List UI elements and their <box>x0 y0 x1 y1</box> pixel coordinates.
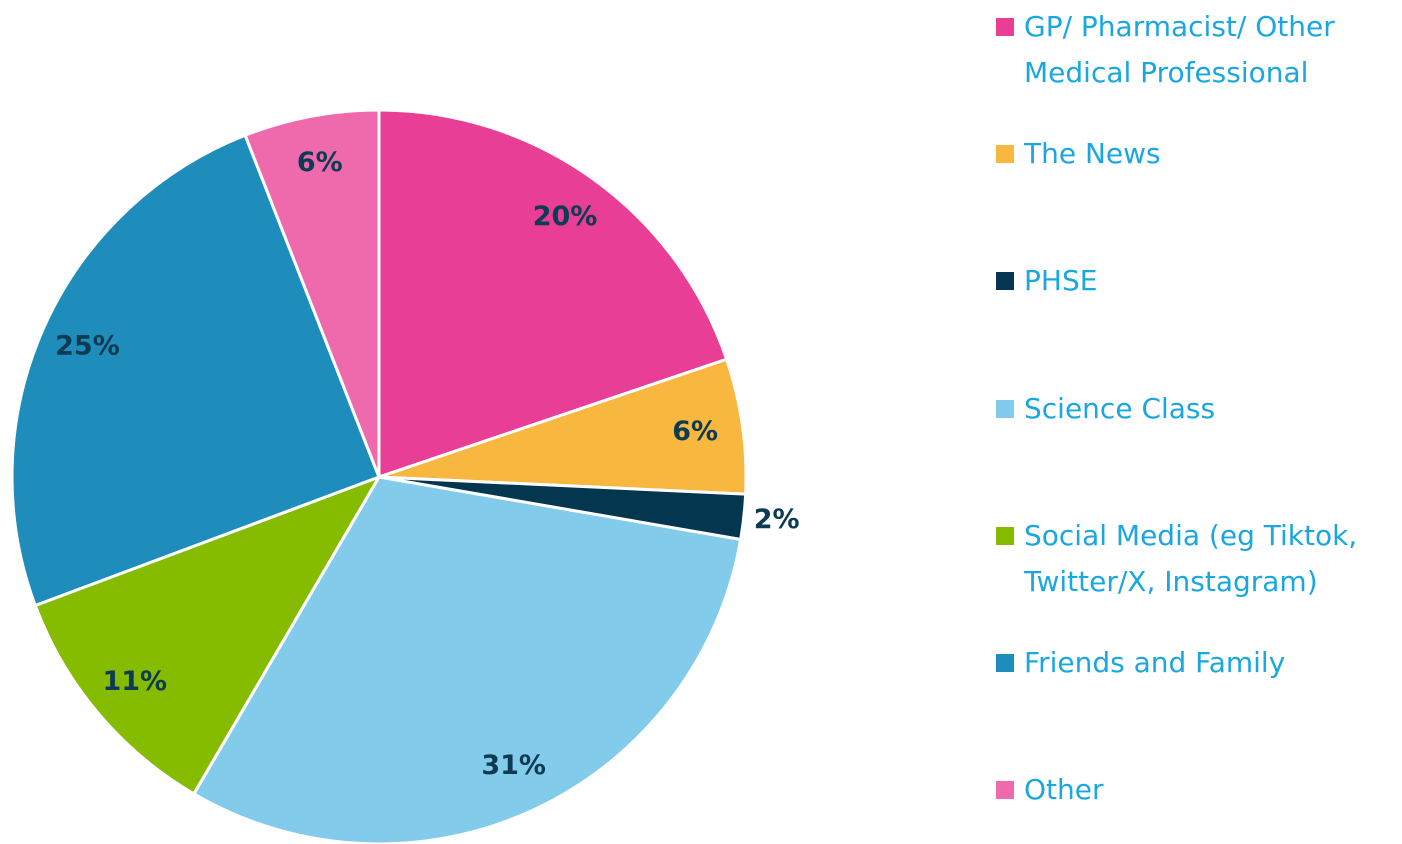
legend-item: Science Class <box>996 392 1396 432</box>
legend-swatch <box>996 18 1014 36</box>
value-label: 6% <box>297 147 343 178</box>
legend-label: GP/ Pharmacist/ Other Medical Profession… <box>1024 10 1335 89</box>
value-label: 6% <box>672 416 718 447</box>
legend-label: Other <box>1024 773 1104 807</box>
value-label: 2% <box>754 504 800 535</box>
legend-item: GP/ Pharmacist/ Other Medical Profession… <box>996 10 1396 96</box>
legend-item: PHSE <box>996 264 1396 304</box>
legend-label: Social Media (eg Tiktok, Twitter/X, Inst… <box>1024 518 1358 598</box>
pie-slice <box>191 475 743 844</box>
legend-item: Friends and Family <box>996 646 1396 686</box>
legend-label: PHSE <box>1024 264 1098 298</box>
legend-item: Social Media (eg Tiktok, Twitter/X, Inst… <box>996 519 1396 605</box>
legend-label: Friends and Family <box>1024 646 1286 679</box>
value-label: 11% <box>102 666 167 697</box>
value-label: 25% <box>55 330 120 361</box>
pie-slice <box>243 108 381 478</box>
legend-swatch <box>996 272 1014 291</box>
legend-label: The News <box>1024 137 1161 171</box>
legend-swatch <box>996 399 1014 418</box>
pie-slice <box>33 474 383 796</box>
pie-slice <box>10 133 381 608</box>
pie-slice <box>378 357 748 496</box>
legend-swatch <box>996 781 1014 800</box>
pie-slice <box>377 108 729 480</box>
legend-swatch <box>996 654 1014 672</box>
legend-swatch <box>996 526 1014 545</box>
legend-swatch <box>996 145 1014 164</box>
legend-label: Science Class <box>1024 391 1216 425</box>
value-label: 31% <box>481 750 546 781</box>
legend-item: Other <box>996 773 1396 813</box>
chart: 20% 6% 2% 31% 11% 25% 6% <box>10 108 800 844</box>
value-label: 20% <box>533 201 598 232</box>
legend-item: The News <box>996 137 1396 177</box>
